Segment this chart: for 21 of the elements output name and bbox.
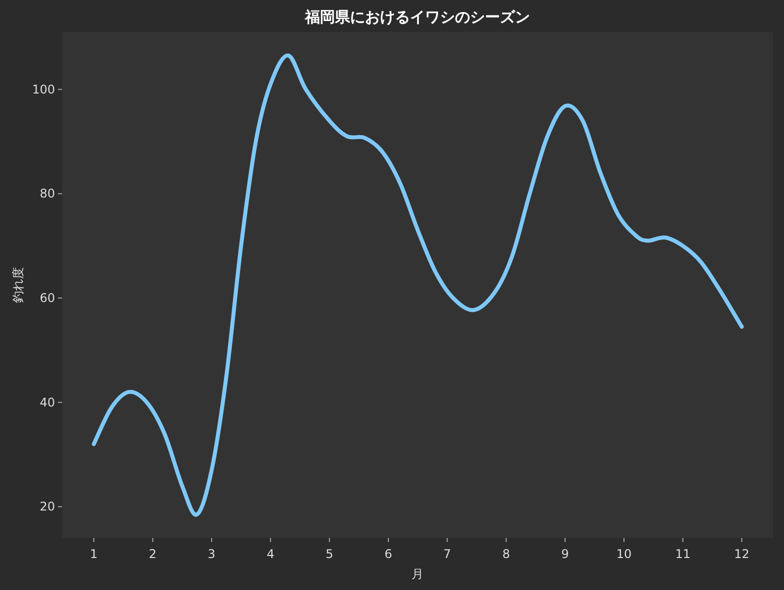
x-tick-label: 5 [326, 547, 334, 561]
y-tick-label: 60 [40, 291, 55, 306]
x-tick-label: 2 [148, 547, 157, 561]
x-tick-label: 6 [384, 547, 392, 561]
x-tick-label: 12 [734, 547, 750, 561]
y-tick-label: 20 [40, 500, 55, 514]
x-tick-label: 3 [208, 547, 216, 561]
y-axis-title: 釣れ度 [11, 267, 25, 303]
x-tick-label: 10 [616, 547, 632, 561]
y-tick-label: 100 [32, 82, 55, 96]
x-tick-label: 9 [561, 547, 569, 561]
x-tick-label: 11 [675, 547, 691, 561]
x-tick-label: 8 [502, 547, 510, 561]
y-tick-label: 80 [40, 186, 55, 201]
line-series [92, 53, 744, 517]
x-tick-label: 7 [443, 547, 452, 561]
x-axis-title: 月 [412, 567, 424, 581]
chart-title: 福岡県におけるイワシのシーズン [304, 8, 530, 26]
y-tick-label: 40 [40, 395, 55, 410]
x-tick-label: 4 [266, 547, 274, 561]
x-tick-label: 1 [90, 547, 98, 561]
